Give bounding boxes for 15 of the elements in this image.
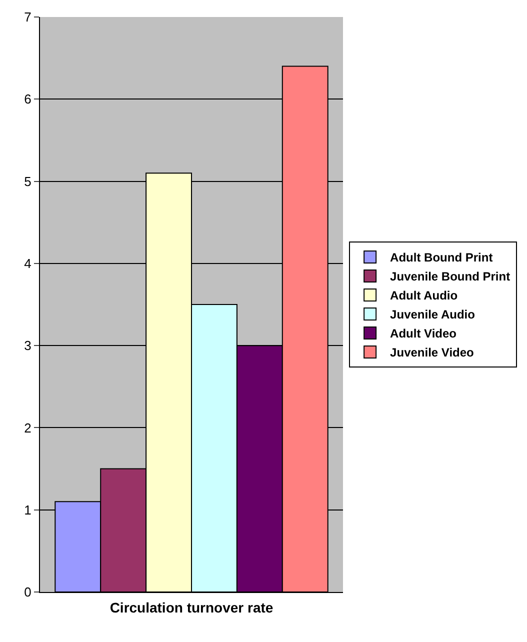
legend-label: Juvenile Video (390, 346, 474, 360)
y-tick-label: 4 (24, 256, 32, 271)
y-tick-label: 6 (24, 92, 32, 107)
y-tick-label: 0 (24, 584, 32, 600)
y-tick-label: 2 (24, 420, 32, 436)
legend-label: Juvenile Audio (390, 308, 475, 322)
y-tick-label: 7 (24, 10, 32, 25)
y-tick-label: 5 (24, 174, 32, 189)
legend-label: Adult Video (390, 326, 457, 341)
legend-label: Adult Bound Print (390, 250, 493, 265)
legend-label: Adult Audio (390, 288, 458, 303)
x-axis-title: Circulation turnover rate (110, 600, 274, 616)
y-tick-label: 1 (24, 502, 32, 518)
y-tick-label: 3 (24, 338, 32, 354)
legend-label: Juvenile Bound Print (390, 270, 510, 284)
